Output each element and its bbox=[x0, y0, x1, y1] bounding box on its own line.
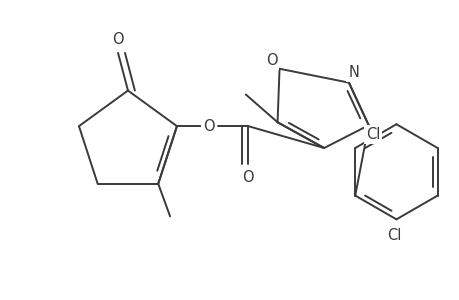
Text: O: O bbox=[202, 119, 214, 134]
Text: Cl: Cl bbox=[365, 127, 380, 142]
Text: O: O bbox=[242, 170, 253, 185]
Text: Cl: Cl bbox=[386, 228, 401, 243]
Text: N: N bbox=[347, 65, 358, 80]
Text: O: O bbox=[265, 53, 277, 68]
Text: O: O bbox=[112, 32, 123, 46]
